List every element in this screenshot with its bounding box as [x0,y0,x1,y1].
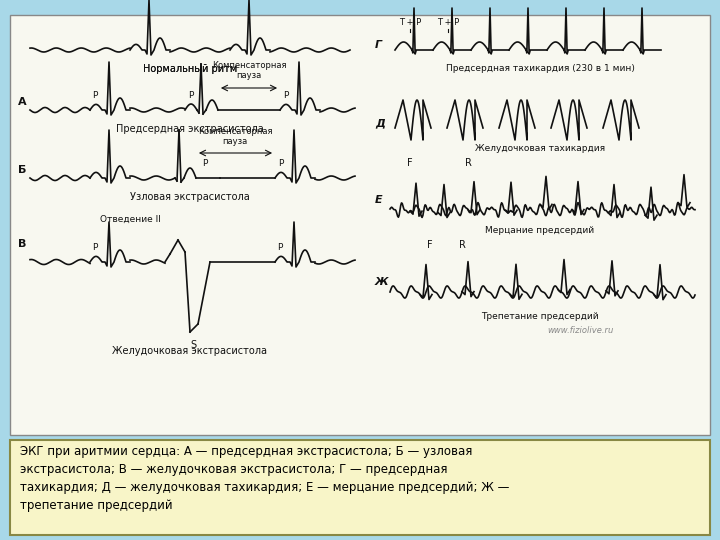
Text: T + P: T + P [437,18,459,27]
Text: P: P [189,91,194,100]
Text: F: F [427,240,433,250]
Text: P: P [277,243,283,252]
Text: P: P [92,91,98,100]
Text: Трепетание предсердий: Трепетание предсердий [481,312,599,321]
Text: P: P [92,243,98,252]
Text: P: P [279,159,284,168]
Text: А: А [18,97,27,107]
Text: Узловая экстрасистола: Узловая экстрасистола [130,192,250,202]
Bar [10,440,710,535]
Text: P: P [202,159,207,168]
Text: R: R [464,158,472,168]
Text: Предсердная тахикардия (230 в 1 мин): Предсердная тахикардия (230 в 1 мин) [446,64,634,73]
Text: Б: Б [18,165,27,175]
Text: Отведение II: Отведение II [100,215,161,224]
Text: В: В [18,239,27,249]
Text: P: P [283,91,289,100]
Text: Желудочковая экстрасистола: Желудочковая экстрасистола [112,346,268,356]
Text: Нормальный ритм: Нормальный ритм [143,64,237,74]
Text: www.fiziolive.ru: www.fiziolive.ru [547,326,613,335]
Text: Ж: Ж [375,277,389,287]
Text: Желудочковая тахикардия: Желудочковая тахикардия [475,144,605,153]
Text: Нормальный ритм: Нормальный ритм [143,64,237,74]
Text: S: S [190,340,196,350]
Text: ЭКГ при аритмии сердца: А — предсердная экстрасистола; Б — узловая
экстрасистола: ЭКГ при аритмии сердца: А — предсердная … [20,445,509,512]
Text: Предсердная экстрасистола: Предсердная экстрасистола [116,124,264,134]
Text: Мерцание предсердий: Мерцание предсердий [485,226,595,235]
Text: Г: Г [375,40,382,50]
Bar [10,15,710,435]
Text: Д: Д [375,118,385,128]
Text: Компенсаторная
пауза: Компенсаторная пауза [212,60,287,80]
Text: F: F [408,158,413,168]
Text: T + P: T + P [399,18,421,27]
Text: Компенсаторная
пауза: Компенсаторная пауза [198,126,272,146]
Text: Е: Е [375,195,382,205]
Text: R: R [459,240,465,250]
